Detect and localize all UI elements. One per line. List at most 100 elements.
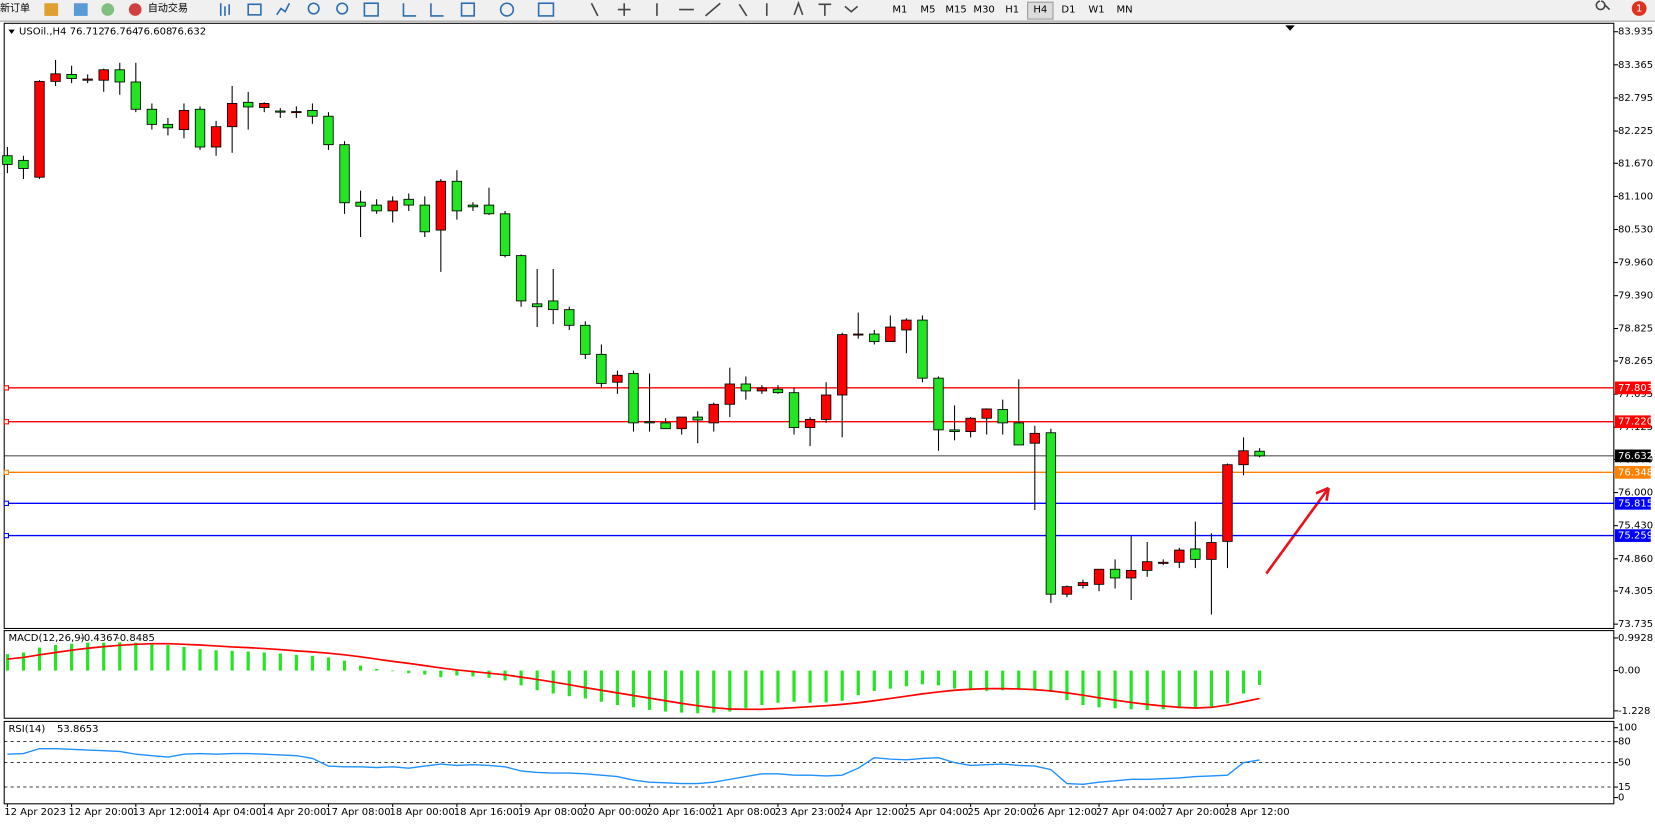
candle-body [837,334,848,396]
x-tick-label: 12 Apr 2023 [4,807,66,818]
icon[interactable] [101,3,115,16]
bid-label: 76.632 [1618,451,1653,462]
candle-body [114,69,125,83]
timeframe-button[interactable]: MN [1117,5,1133,16]
candle-body [1109,568,1121,579]
candle-body [981,408,992,419]
timeframe-button[interactable]: M1 [892,5,907,16]
candle-body [323,115,334,146]
ohlc-high: 76.764 [104,27,139,38]
candle-body [997,409,1008,424]
candle-body [435,180,447,231]
candle-body [708,403,719,424]
timeframe-button[interactable]: H4 [1033,5,1047,16]
candle-body [403,198,414,206]
icon[interactable] [44,3,59,16]
annotation-arrow [1265,486,1330,575]
auto-trading-icon[interactable] [128,3,142,16]
candle-body [419,204,430,233]
candle-body [275,110,286,113]
level-label: 77.803 [1618,383,1653,394]
candle-body [1238,450,1249,466]
candle-body [82,78,93,81]
candle-body [1077,582,1089,586]
candle-body [804,418,816,428]
candle-body [1142,561,1153,571]
candle-body [515,255,527,302]
macd-signal-value: -0.8485 [116,633,155,644]
timeframe-button[interactable]: H1 [1005,5,1019,16]
y-tick-label: 50 [1618,758,1631,769]
candle-body [387,200,398,212]
icon[interactable] [307,2,320,15]
candle-body [660,422,671,430]
candle-body [499,213,511,257]
candle-body [612,374,623,383]
level-handle [3,532,9,539]
new-order-button[interactable]: 新订单 [0,2,30,15]
timeframe-button[interactable]: M5 [920,5,935,16]
rsi-line [7,747,1260,785]
candle-body [194,108,206,148]
y-tick-label: -1.228 [1618,706,1650,717]
x-tick-label: 14 Apr 04:00 [197,807,262,818]
level-tag [1614,496,1651,510]
y-tick-label: 82.795 [1618,93,1653,104]
icon[interactable] [363,2,379,17]
notification-badge[interactable] [1631,1,1647,16]
candle-body [146,108,158,125]
auto-trading-button[interactable]: 自动交易 [148,2,188,15]
icon[interactable] [276,2,291,16]
candle-body [291,111,302,114]
y-tick-label: 81.670 [1618,158,1653,169]
candle-body [355,201,366,207]
ohlc-open: 76.712 [70,27,105,38]
rsi-title: RSI(14) [8,724,45,735]
candle-body [531,303,543,308]
icon[interactable] [336,2,349,15]
toolbar-icons [219,0,1611,17]
level-tag [1614,529,1651,542]
candle-body [740,383,752,392]
icon[interactable] [590,0,859,17]
level-handle [3,419,9,425]
candle-body [596,353,607,384]
level-label: 75.815 [1618,498,1653,509]
candle-body [820,394,832,420]
icon[interactable] [537,2,555,17]
candle-body [869,333,880,342]
ohlc-low: 76.608 [137,27,172,38]
x-tick-label: 26 Apr 12:00 [1032,807,1097,818]
icon[interactable] [460,2,476,17]
y-tick-label: 0.00 [1618,666,1640,677]
icon[interactable] [247,3,262,16]
timeframe-button[interactable]: D1 [1061,5,1075,16]
x-tick-label: 12 Apr 20:00 [68,807,133,818]
icon[interactable] [219,3,230,16]
x-tick-label: 27 Apr 20:00 [1160,807,1225,818]
x-tick-label: 23 Apr 23:00 [775,807,840,818]
candle-body [50,73,61,82]
timeframe-button[interactable]: W1 [1088,5,1104,16]
y-tick-label: 0 [1618,793,1624,804]
candle-body [548,300,559,311]
candle-body [1045,432,1057,595]
candle-body [788,392,800,428]
y-tick-label: 75.430 [1618,521,1653,532]
candle-body [162,123,174,129]
candle-body [1125,569,1137,579]
icon[interactable] [73,3,88,16]
x-tick-label: 18 Apr 00:00 [390,807,455,818]
timeframe-button[interactable]: M15 [945,5,966,16]
candle-body [933,377,944,431]
timeframe-button[interactable]: M30 [973,5,994,16]
candle-body [756,387,768,392]
icon[interactable] [402,3,444,17]
notification-count: 1 [1636,4,1642,15]
candle-body [210,126,222,148]
y-tick-label: 76.000 [1618,488,1653,499]
x-tick-label: 28 Apr 12:00 [1224,807,1289,818]
search-icon[interactable] [1595,0,1611,11]
icon[interactable] [499,2,515,17]
candle-body [917,319,928,379]
